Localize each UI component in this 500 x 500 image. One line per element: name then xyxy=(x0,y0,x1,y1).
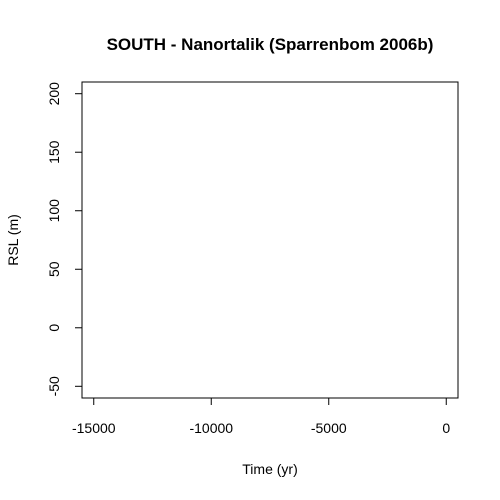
y-axis-tick-label: 50 xyxy=(46,261,62,277)
y-axis-label: RSL (m) xyxy=(5,214,21,266)
x-axis-tick-label: -15000 xyxy=(72,420,116,436)
y-axis-tick-label: 100 xyxy=(46,199,62,223)
x-axis-tick-label: -10000 xyxy=(189,420,233,436)
x-axis: -15000 -10000 -5000 0 xyxy=(72,397,450,436)
y-axis-tick-label: 150 xyxy=(46,140,62,164)
y-axis-tick-label: 0 xyxy=(46,324,62,332)
x-axis-tick-label: -5000 xyxy=(311,420,347,436)
y-axis-tick-label: 200 xyxy=(46,82,62,106)
chart-title: SOUTH - Nanortalik (Sparrenbom 2006b) xyxy=(107,35,434,54)
y-axis: -50 0 50 100 150 200 xyxy=(46,82,83,396)
x-axis-tick-label: 0 xyxy=(442,420,450,436)
plot-area-border xyxy=(81,81,459,399)
x-axis-label: Time (yr) xyxy=(242,461,297,477)
y-axis-tick-label: -50 xyxy=(46,376,62,396)
